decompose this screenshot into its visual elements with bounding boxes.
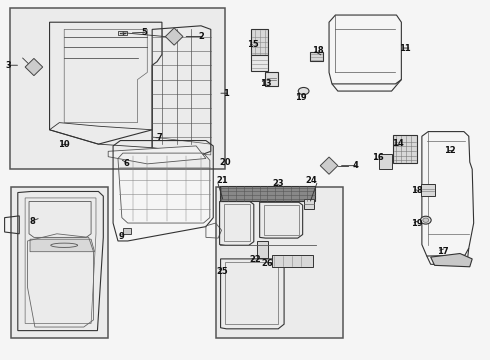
Text: 7: 7 [156, 133, 162, 142]
Ellipse shape [298, 87, 309, 95]
Bar [220, 186, 315, 201]
Polygon shape [251, 30, 269, 55]
Text: 3: 3 [5, 61, 11, 70]
Polygon shape [392, 135, 417, 163]
Text: 23: 23 [273, 179, 285, 188]
Text: 18: 18 [411, 185, 423, 194]
Bar [216, 187, 343, 338]
Text: 11: 11 [399, 44, 411, 53]
Text: 6: 6 [123, 159, 129, 168]
Text: 24: 24 [306, 176, 318, 185]
Text: 14: 14 [392, 139, 403, 148]
Polygon shape [30, 239, 95, 252]
Polygon shape [265, 72, 278, 86]
Polygon shape [379, 154, 392, 169]
Text: 18: 18 [313, 46, 324, 55]
Polygon shape [25, 58, 43, 76]
Text: 8: 8 [29, 217, 35, 226]
Polygon shape [272, 255, 314, 267]
Polygon shape [431, 253, 472, 267]
Bar [11, 187, 108, 338]
Text: 22: 22 [249, 255, 261, 264]
Polygon shape [257, 241, 269, 258]
Text: 1: 1 [223, 89, 229, 98]
Bar [10, 8, 225, 169]
Text: 19: 19 [411, 219, 423, 228]
Polygon shape [311, 51, 323, 61]
Text: 19: 19 [295, 93, 307, 102]
Text: 16: 16 [372, 153, 384, 162]
Text: 9: 9 [119, 232, 124, 241]
Text: 20: 20 [220, 158, 231, 167]
Text: 13: 13 [260, 79, 271, 88]
Polygon shape [320, 157, 338, 174]
Text: 12: 12 [444, 146, 456, 155]
Ellipse shape [420, 216, 431, 224]
Text: 5: 5 [142, 28, 147, 37]
Polygon shape [108, 146, 206, 164]
Text: 4: 4 [352, 161, 358, 170]
Text: 25: 25 [217, 267, 228, 276]
Text: 2: 2 [198, 32, 204, 41]
Bar [123, 228, 131, 234]
Text: 26: 26 [262, 259, 273, 268]
Polygon shape [304, 199, 315, 209]
Text: 15: 15 [247, 40, 259, 49]
Polygon shape [165, 28, 183, 45]
Text: 10: 10 [58, 140, 70, 149]
Text: 21: 21 [217, 176, 228, 185]
Polygon shape [251, 55, 269, 71]
Ellipse shape [423, 218, 429, 222]
Text: 17: 17 [437, 247, 448, 256]
Polygon shape [421, 184, 435, 196]
